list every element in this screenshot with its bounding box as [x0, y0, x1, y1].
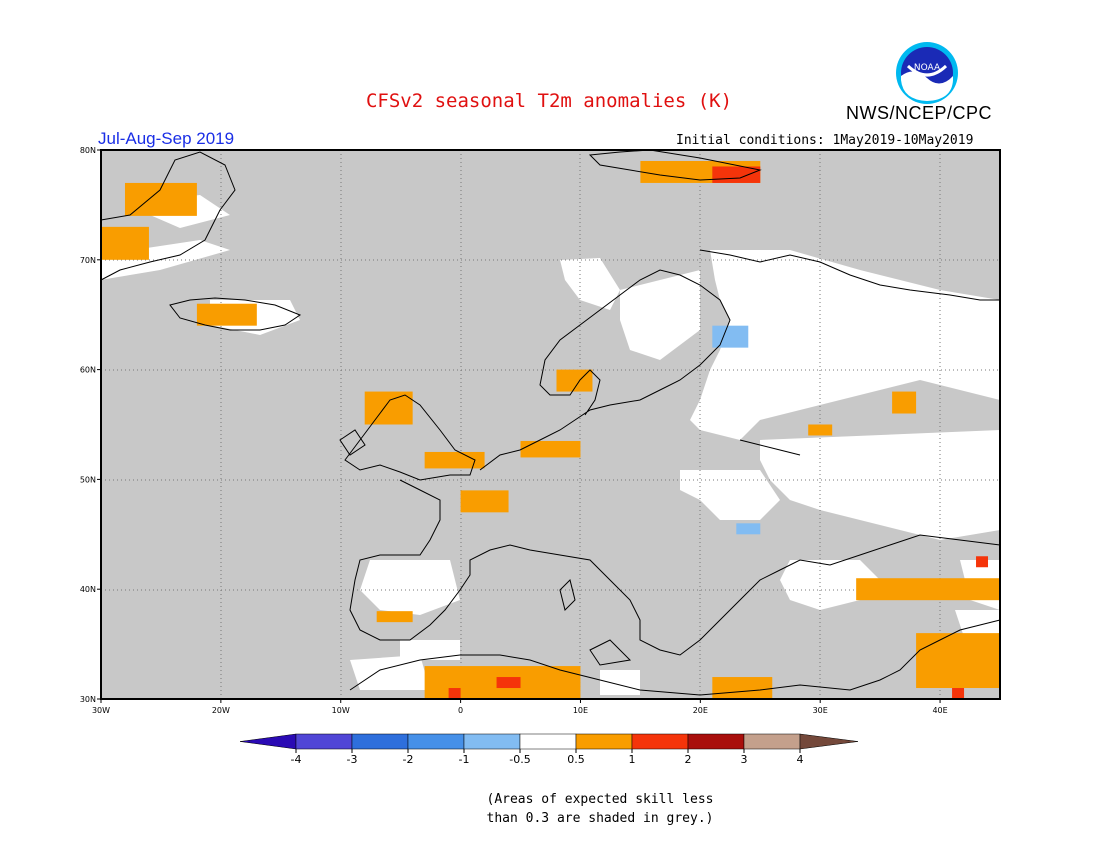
anomaly-cell	[364, 391, 413, 425]
lat-tick-label: 40N	[80, 585, 96, 594]
anomaly-cell	[101, 226, 149, 260]
coastlines	[100, 149, 1001, 696]
colorbar-left-arrow	[239, 733, 297, 750]
anomaly-cell	[556, 369, 593, 392]
anomaly-cell	[856, 578, 1000, 601]
lon-tick-label: 10W	[332, 706, 350, 715]
lon-tick-label: 20W	[212, 706, 230, 715]
colorbar-label: 0.5	[567, 753, 585, 766]
lat-tick-label: 80N	[80, 146, 96, 155]
colorbar-box	[743, 733, 801, 750]
anomaly-cell	[196, 303, 257, 326]
anomaly-cell	[892, 391, 917, 414]
anomaly-cell	[520, 440, 581, 458]
forecast-period: Jul-Aug-Sep 2019	[98, 129, 235, 148]
lon-tick-labels: 30W 20W 10W 0 10E 20E 30E 40E	[92, 699, 948, 715]
lat-tick-label: 70N	[80, 256, 96, 265]
anomaly-cell	[376, 611, 413, 623]
colorbar-box	[519, 733, 577, 750]
colorbar-label: -0.5	[509, 753, 530, 766]
lon-tick-label: 20E	[693, 706, 708, 715]
colorbar-label: -2	[403, 753, 414, 766]
colorbar-box	[295, 733, 353, 750]
anomaly-cell	[424, 451, 485, 469]
svg-text:NOAA: NOAA	[914, 63, 941, 73]
skill-note-line-2: than 0.3 are shaded in grey.)	[486, 811, 714, 826]
colorbar-box	[631, 733, 689, 750]
neutral-regions	[100, 195, 1000, 695]
lon-tick-label: 30W	[92, 706, 110, 715]
initial-conditions: Initial conditions: 1May2019-10May2019	[676, 133, 974, 148]
noaa-logo-icon: NOAA	[896, 42, 958, 104]
anomaly-cell	[712, 325, 749, 348]
skill-note-line-1: (Areas of expected skill less	[486, 792, 714, 807]
anomaly-cell	[496, 677, 521, 689]
colorbar: -4 -3 -2 -1 -0.5 0.5 1 2 3 4	[239, 733, 859, 766]
colorbar-box	[463, 733, 521, 750]
skill-note: (Areas of expected skill less than 0.3 a…	[440, 790, 760, 828]
colorbar-right-arrow	[799, 733, 859, 750]
anomaly-cell	[952, 688, 965, 699]
lat-tick-labels: 80N 70N 60N 50N 40N 30N	[80, 146, 101, 704]
anomaly-cell	[460, 490, 509, 513]
lon-tick-label: 30E	[813, 706, 828, 715]
map-title: CFSv2 seasonal T2m anomalies (K)	[365, 90, 733, 112]
colorbar-label: -1	[459, 753, 470, 766]
anomaly-cells	[101, 160, 1000, 699]
lon-tick-label: 40E	[932, 706, 947, 715]
anomaly-cell	[916, 633, 1000, 689]
map-frame	[100, 149, 1001, 700]
anomaly-cell	[448, 688, 461, 699]
map-background	[101, 150, 1000, 699]
colorbar-box	[687, 733, 745, 750]
lon-tick-label: 0	[458, 706, 463, 715]
anomaly-cell	[808, 424, 833, 436]
colorbar-box	[351, 733, 409, 750]
colorbar-label: -4	[291, 753, 302, 766]
colorbar-label: 2	[685, 753, 692, 766]
anomaly-cell	[736, 523, 761, 535]
colorbar-label: 4	[797, 753, 804, 766]
lat-tick-label: 30N	[80, 695, 96, 704]
lat-tick-label: 50N	[80, 475, 96, 484]
lon-tick-label: 10E	[573, 706, 588, 715]
anomaly-cell	[712, 677, 773, 699]
colorbar-box	[407, 733, 465, 750]
agency-label: NWS/NCEP/CPC	[846, 103, 993, 123]
colorbar-label: 3	[741, 753, 748, 766]
anomaly-cell	[976, 556, 989, 568]
colorbar-box	[575, 733, 633, 750]
colorbar-label: -3	[347, 753, 358, 766]
lat-tick-label: 60N	[80, 366, 96, 375]
colorbar-label: 1	[629, 753, 636, 766]
